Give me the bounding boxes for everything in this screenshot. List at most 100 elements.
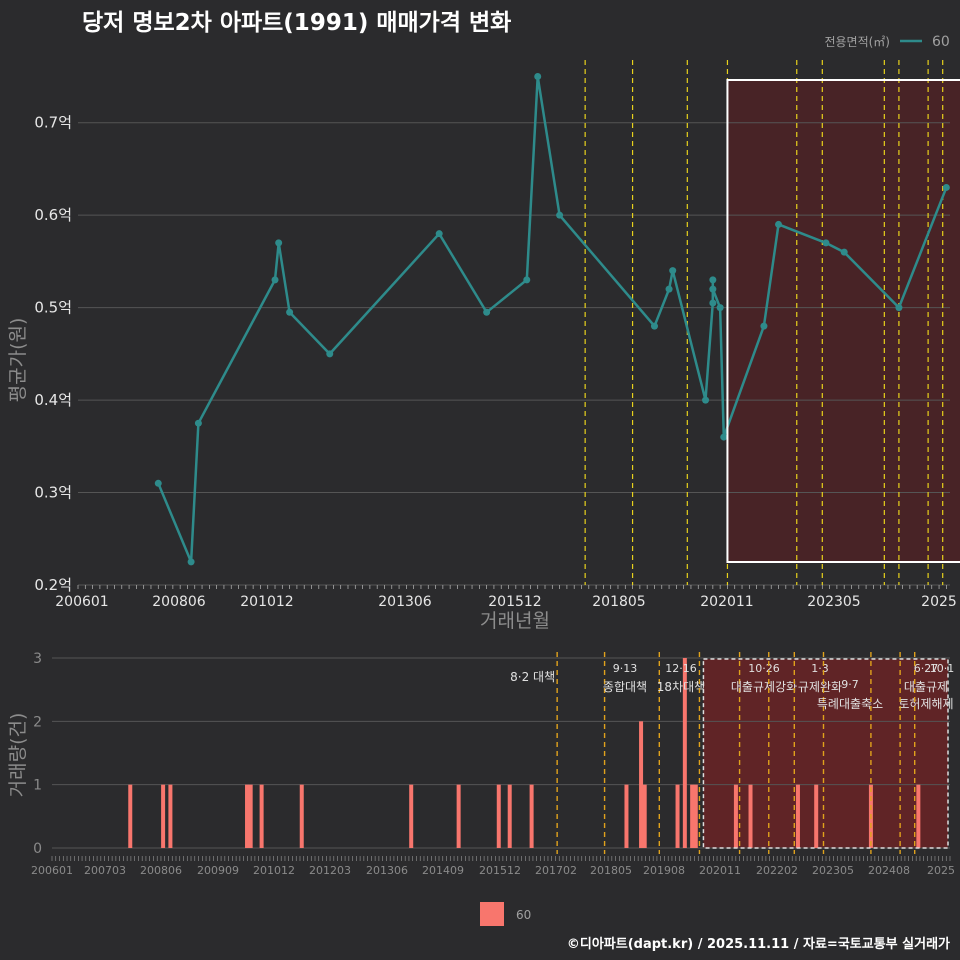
- volume-bar: [248, 784, 253, 848]
- x-tick-label: 201306: [378, 594, 432, 610]
- volume-bar: [693, 784, 698, 848]
- price-point: [665, 285, 673, 293]
- price-point: [760, 322, 768, 330]
- bar-y-tick-label: 2: [33, 714, 42, 730]
- y-tick-label: 0.5억: [34, 299, 72, 317]
- bar-x-tick-label: 201512: [479, 864, 521, 877]
- volume-bar: [795, 784, 800, 848]
- highlight-border: [726, 79, 960, 563]
- bar-x-tick-label: 202305: [812, 864, 854, 877]
- x-tick-label: 201512: [488, 594, 541, 610]
- volume-bar-panel: 0 1 2 3 200601 200703 200806 200909 201012 201203…: [31, 651, 955, 877]
- policy-date-label: 12·16: [665, 662, 697, 675]
- price-point: [716, 304, 724, 312]
- policy-date-label: 10·1: [930, 662, 955, 675]
- x-tick-label: 201012: [240, 594, 293, 610]
- policy-date-label: 1·3: [811, 662, 829, 675]
- bar-x-tick-label: 201908: [643, 864, 685, 877]
- price-point: [775, 220, 783, 228]
- bar-y-tick-label: 3: [33, 651, 42, 667]
- price-point: [709, 299, 717, 307]
- bar-x-tick-label: 200601: [31, 864, 73, 877]
- x-tick-label: 202305: [807, 594, 860, 610]
- volume-bar: [245, 784, 250, 848]
- x-tick-label: 2025: [921, 594, 957, 610]
- volume-bar: [456, 784, 461, 848]
- price-point: [483, 308, 491, 316]
- volume-bar: [639, 721, 644, 848]
- legend-title: 전용면적(㎡): [824, 35, 890, 49]
- bar-highlight-border: [702, 658, 949, 849]
- volume-bar: [733, 784, 738, 848]
- volume-bar: [409, 784, 414, 848]
- volume-bar: [496, 784, 501, 848]
- price-point: [154, 479, 162, 487]
- bar-x-tick-label: 201805: [590, 864, 632, 877]
- bar-highlight-region: [703, 659, 948, 848]
- policy-name-label: 대출규제강화: [731, 680, 797, 694]
- volume-bar: [259, 784, 264, 848]
- bar-x-tick-label: 201203: [309, 864, 351, 877]
- bottom-legend: 60: [480, 902, 531, 926]
- y-tick-label: 0.4억: [34, 391, 72, 409]
- policy-name-label: 토허제해제: [898, 697, 953, 711]
- y-tick-label: 0.7억: [34, 114, 72, 132]
- y-tick-label: 0.3억: [34, 484, 72, 502]
- highlight-region: [727, 80, 960, 562]
- top-legend: 전용면적(㎡) 60: [824, 34, 949, 50]
- x-tick-label: 200806: [152, 594, 206, 610]
- volume-bar: [299, 784, 304, 848]
- top-x-axis-title: 거래년월: [480, 610, 550, 632]
- price-point: [523, 276, 531, 284]
- price-point: [326, 350, 334, 358]
- price-point: [720, 433, 728, 441]
- policy-name-label: 18차대책: [657, 679, 705, 694]
- policy-date-label: 9·7: [841, 678, 859, 691]
- policy-name-label: 종합대책: [603, 679, 647, 694]
- volume-bar: [675, 784, 680, 848]
- price-point: [669, 267, 677, 275]
- top-y-axis-title: 평균가(원): [7, 318, 29, 403]
- footer-credit: ©디아파트(dapt.kr) / 2025.11.11 / 자료=국토교통부 실…: [567, 936, 950, 952]
- bar-x-tick-label: 201012: [253, 864, 295, 877]
- bar-x-tick-label: 200806: [140, 864, 182, 877]
- policy-date-label: 6·27: [914, 662, 939, 675]
- volume-bar: [161, 784, 166, 848]
- y-tick-label: 0.6억: [34, 206, 72, 224]
- y-tick-label: 0.2억: [34, 576, 72, 594]
- x-tick-label: 200601: [55, 594, 108, 610]
- bottom-legend-swatch: [480, 902, 504, 926]
- price-point: [702, 396, 710, 404]
- policy-date-label: 10·26: [748, 662, 780, 675]
- bar-y-tick-label: 1: [33, 778, 42, 794]
- volume-bar: [748, 784, 753, 848]
- volume-bar: [642, 784, 647, 848]
- price-point: [650, 322, 658, 330]
- volume-bar: [814, 784, 819, 848]
- volume-bar: [690, 784, 695, 848]
- bar-x-tick-label: 200703: [84, 864, 126, 877]
- policy-name-label: 대출규제: [904, 680, 948, 694]
- volume-bar: [507, 784, 512, 848]
- chart-title: 당저 명보2차 아파트(1991) 매매가격 변화: [82, 10, 511, 36]
- bar-x-tick-label: 200909: [197, 864, 239, 877]
- volume-bar: [624, 784, 629, 848]
- price-point: [286, 308, 294, 316]
- bar-x-tick-label: 201306: [366, 864, 408, 877]
- volume-bar: [916, 784, 921, 848]
- bottom-y-axis-title: 거래량(건): [7, 713, 29, 798]
- bar-x-tick-label: 202202: [756, 864, 798, 877]
- price-point: [895, 304, 903, 312]
- bar-x-tick-label: 202011: [699, 864, 741, 877]
- bar-x-tick-label: 201409: [422, 864, 464, 877]
- price-point: [275, 239, 283, 247]
- volume-bar: [682, 658, 687, 848]
- price-point: [534, 72, 542, 80]
- policy-name-label: 특례대출축소: [817, 697, 883, 711]
- volume-bar: [168, 784, 173, 848]
- bar-x-tick-label: 201702: [535, 864, 577, 877]
- bar-x-tick-label: 2025: [927, 864, 955, 877]
- price-point: [556, 211, 564, 219]
- price-point: [194, 419, 202, 427]
